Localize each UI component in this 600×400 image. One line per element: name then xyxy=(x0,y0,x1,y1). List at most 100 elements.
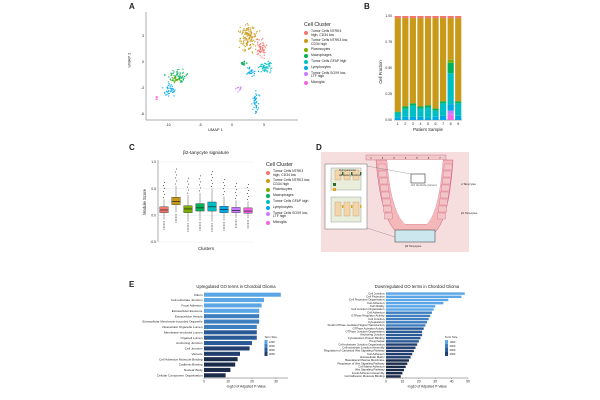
umap-point xyxy=(270,62,272,65)
umap-point xyxy=(253,102,256,105)
bar-segment xyxy=(455,16,462,19)
box-outlier xyxy=(175,217,177,219)
bar-segment xyxy=(424,117,432,120)
box-outlier xyxy=(235,222,237,224)
go-term-label: Cell-substrate Junction xyxy=(171,298,203,302)
bar-segment xyxy=(394,16,401,19)
ruler-number: 1 xyxy=(370,156,372,160)
go-xlabel: -log10 of Adjusted P-Value xyxy=(226,385,266,389)
umap-point xyxy=(256,100,258,103)
umap-point xyxy=(251,43,254,45)
go-bar xyxy=(386,359,409,362)
go-bar xyxy=(204,362,236,367)
bar-segment xyxy=(402,108,409,117)
go-term-label: Regulation of Wnt Signaling Pathway xyxy=(337,361,385,365)
bar-x-tick: 5 xyxy=(427,122,429,126)
legend-label: Tumor Cells NTRK3 high, CD34 low xyxy=(273,169,304,177)
box-outlier xyxy=(224,185,226,187)
tanycyte-cell xyxy=(441,184,450,192)
umap-point xyxy=(263,57,265,60)
umap-point xyxy=(245,29,247,32)
tanycyte-cell xyxy=(381,191,390,199)
go-bar xyxy=(386,349,414,353)
tanycyte-cell xyxy=(379,177,388,185)
box-outlier xyxy=(175,220,177,222)
umap-point xyxy=(259,51,262,54)
umap-point xyxy=(179,79,181,81)
legend-item: Macrophages xyxy=(266,193,311,199)
tanycyte-cell xyxy=(440,191,449,199)
adhesion-junctions-label: Adhesion junctions xyxy=(339,174,361,177)
go-x-tick: 50 xyxy=(466,380,470,384)
umap-point xyxy=(170,88,172,90)
legend-label: Lymphocytes xyxy=(311,64,331,69)
box-outlier xyxy=(211,226,213,228)
umap-point xyxy=(247,34,249,36)
umap-point xyxy=(239,31,241,34)
umap-point xyxy=(240,86,242,88)
umap-point xyxy=(173,90,175,92)
umap-point xyxy=(182,75,184,77)
box-body xyxy=(195,203,205,212)
umap-point xyxy=(171,85,174,88)
legend-label: Plasmocytes xyxy=(311,46,331,51)
go-term-label: GTPase Activator Activity xyxy=(353,326,386,330)
panel-label-c: C xyxy=(129,143,135,152)
box-outlier xyxy=(211,227,213,229)
inset-cell xyxy=(343,201,351,217)
box-body xyxy=(231,207,241,213)
umap-point xyxy=(239,38,241,40)
umap-point xyxy=(250,38,252,41)
umap-point xyxy=(252,97,254,100)
bar-x-tick: 2 xyxy=(404,122,406,126)
umap-point xyxy=(178,77,180,80)
go-bar xyxy=(204,308,260,313)
umap-point xyxy=(255,102,257,104)
umap-point xyxy=(241,63,243,65)
go-x-tick: 20 xyxy=(417,380,421,384)
bar-segment xyxy=(440,16,447,19)
umap-point xyxy=(243,63,246,65)
go-term-label: Cell Junction Organisation xyxy=(351,307,385,311)
umap-point xyxy=(250,46,252,48)
bar-segment xyxy=(447,16,454,19)
legend-swatch xyxy=(266,221,270,226)
go-bar xyxy=(204,324,257,329)
umap-point xyxy=(173,81,176,84)
umap-point xyxy=(171,89,173,92)
box-outlier xyxy=(198,178,200,180)
legend-item: Tumor Cells GFAP high xyxy=(266,199,311,205)
bar-segment xyxy=(440,115,447,120)
inset-cell xyxy=(334,169,342,181)
go-bar xyxy=(204,330,257,335)
box-outlier xyxy=(210,180,212,182)
umap-point xyxy=(238,40,240,42)
go-term-label: Nuclear Body xyxy=(184,368,203,372)
box-outlier xyxy=(235,221,237,222)
go-term-label: Extracellular Vesicle xyxy=(175,314,203,318)
umap-point xyxy=(169,85,171,88)
box-outlier xyxy=(186,186,188,188)
umap-point xyxy=(242,49,244,51)
box-outlier xyxy=(175,214,177,216)
umap-point xyxy=(173,95,175,97)
go-bar xyxy=(386,327,424,330)
go-bar xyxy=(386,317,429,321)
umap-point xyxy=(257,50,259,53)
umap-point xyxy=(238,86,240,89)
umap-point xyxy=(167,87,169,89)
umap-point xyxy=(238,46,241,49)
legend-swatch xyxy=(304,81,308,86)
umap-point xyxy=(257,103,260,105)
go-term-label: Cell-substrate Junction Organisation xyxy=(338,342,385,346)
beta2-tanycytes-label: β2 Tanycytes xyxy=(405,244,422,248)
umap-point xyxy=(253,71,255,73)
umap-point xyxy=(255,38,258,41)
bar-segment xyxy=(447,110,454,115)
legend-label: Microglia xyxy=(311,79,325,84)
tight-junction xyxy=(342,172,344,175)
alpha-tanycytes-label: α Tanycytes xyxy=(461,182,476,186)
bar-x-tick: 1 xyxy=(397,122,399,126)
legend-swatch xyxy=(304,66,308,71)
box-outlier xyxy=(163,228,165,230)
